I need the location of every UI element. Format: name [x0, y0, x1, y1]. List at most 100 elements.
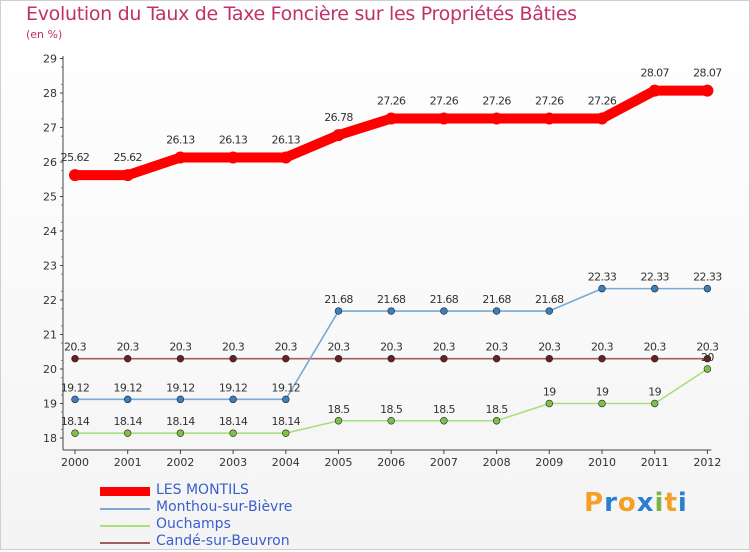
data-label: 20.3 [486, 341, 509, 354]
data-point [227, 151, 240, 164]
data-label: 22.33 [693, 271, 722, 284]
x-tick-label: 2002 [166, 456, 194, 469]
data-point [650, 284, 659, 293]
data-label: 27.26 [377, 95, 406, 108]
y-tick-label: 18 [43, 432, 57, 445]
y-tick-label: 28 [43, 87, 57, 100]
data-label: 27.26 [482, 95, 511, 108]
data-label: 18.5 [327, 403, 350, 416]
data-point [71, 395, 79, 404]
legend-swatch [100, 525, 150, 527]
data-point [71, 429, 79, 437]
data-point [545, 354, 553, 363]
data-point [332, 129, 345, 142]
x-tick-label: 2009 [535, 456, 563, 469]
data-label: 26.13 [219, 134, 248, 147]
legend-item-ouchamps: Ouchamps [100, 516, 360, 535]
data-point [703, 354, 712, 363]
legend-item-monthou: Monthou-sur-Bièvre [100, 499, 360, 518]
data-point [598, 399, 606, 408]
y-tick-label: 23 [43, 260, 57, 273]
y-tick-label: 24 [43, 225, 57, 238]
y-tick-label: 25 [43, 191, 57, 204]
data-label: 26.78 [324, 111, 353, 124]
data-label: 21.68 [430, 293, 459, 306]
data-point [648, 84, 661, 97]
logo-letter: t [664, 488, 678, 518]
data-point [334, 354, 343, 363]
data-label: 18.14 [166, 415, 195, 428]
data-label: 19.12 [166, 381, 195, 394]
data-point [334, 307, 343, 315]
data-label: 21.68 [535, 293, 564, 306]
legend-label: LES MONTILS [156, 482, 249, 498]
data-point [387, 417, 395, 425]
data-label: 28.07 [693, 67, 722, 80]
x-tick-label: 2007 [430, 456, 458, 469]
legend-label: Candé-sur-Beuvron [156, 533, 290, 549]
data-point [123, 395, 132, 404]
x-tick-label: 2001 [114, 456, 142, 469]
data-label: 19 [648, 386, 661, 399]
y-tick-label: 26 [43, 156, 57, 169]
data-point [596, 112, 608, 125]
data-label: 20.3 [169, 341, 192, 354]
x-tick-label: 2012 [693, 456, 721, 469]
y-tick-label: 27 [43, 122, 57, 135]
data-point [437, 112, 450, 125]
data-label: 22.33 [640, 271, 669, 284]
logo-letter: x [636, 488, 655, 518]
x-tick-label: 2005 [325, 456, 353, 469]
x-tick-label: 2000 [61, 456, 89, 469]
y-tick-label: 20 [43, 363, 57, 376]
data-point [229, 395, 237, 404]
data-point [701, 84, 714, 97]
data-label: 19 [543, 386, 556, 399]
legend-label: Monthou-sur-Bièvre [156, 499, 293, 515]
data-point [598, 284, 606, 293]
legend-label: Ouchamps [156, 516, 231, 532]
x-tick-label: 2011 [641, 456, 669, 469]
logo-letter: P [584, 488, 605, 518]
data-label: 20.3 [64, 341, 87, 354]
data-point [69, 169, 81, 182]
data-point [650, 399, 659, 408]
data-label: 27.26 [588, 95, 617, 108]
data-label: 19 [596, 386, 609, 399]
data-point [492, 307, 501, 315]
data-point [71, 354, 79, 363]
data-point [282, 429, 290, 437]
data-label: 26.13 [166, 134, 195, 147]
data-point [492, 417, 501, 425]
logo-letter: r [604, 488, 618, 518]
legend-swatch [100, 487, 150, 496]
data-point [387, 354, 395, 363]
data-label: 21.68 [377, 293, 406, 306]
data-point [440, 307, 448, 315]
y-tick-label: 19 [43, 398, 57, 411]
data-point [174, 151, 187, 164]
data-label: 18.5 [433, 403, 456, 416]
proxiti-logo: Proxiti [584, 488, 688, 518]
data-label: 20.3 [117, 341, 140, 354]
data-label: 18.5 [486, 403, 509, 416]
data-label: 20.3 [275, 341, 298, 354]
data-point [598, 354, 606, 363]
data-label: 20.3 [327, 341, 350, 354]
data-label: 19.12 [113, 381, 142, 394]
data-point [703, 365, 712, 373]
y-tick-label: 29 [43, 53, 57, 66]
data-label: 20.3 [644, 341, 667, 354]
data-point [121, 169, 134, 182]
data-label: 20.3 [538, 341, 561, 354]
x-tick-label: 2006 [377, 456, 405, 469]
logo-letter: i [677, 488, 688, 518]
data-label: 18.14 [219, 415, 248, 428]
x-tick-label: 2010 [588, 456, 616, 469]
data-point [650, 354, 659, 363]
data-point [123, 354, 132, 363]
data-label: 19.12 [272, 381, 301, 394]
data-label: 27.26 [535, 95, 564, 108]
